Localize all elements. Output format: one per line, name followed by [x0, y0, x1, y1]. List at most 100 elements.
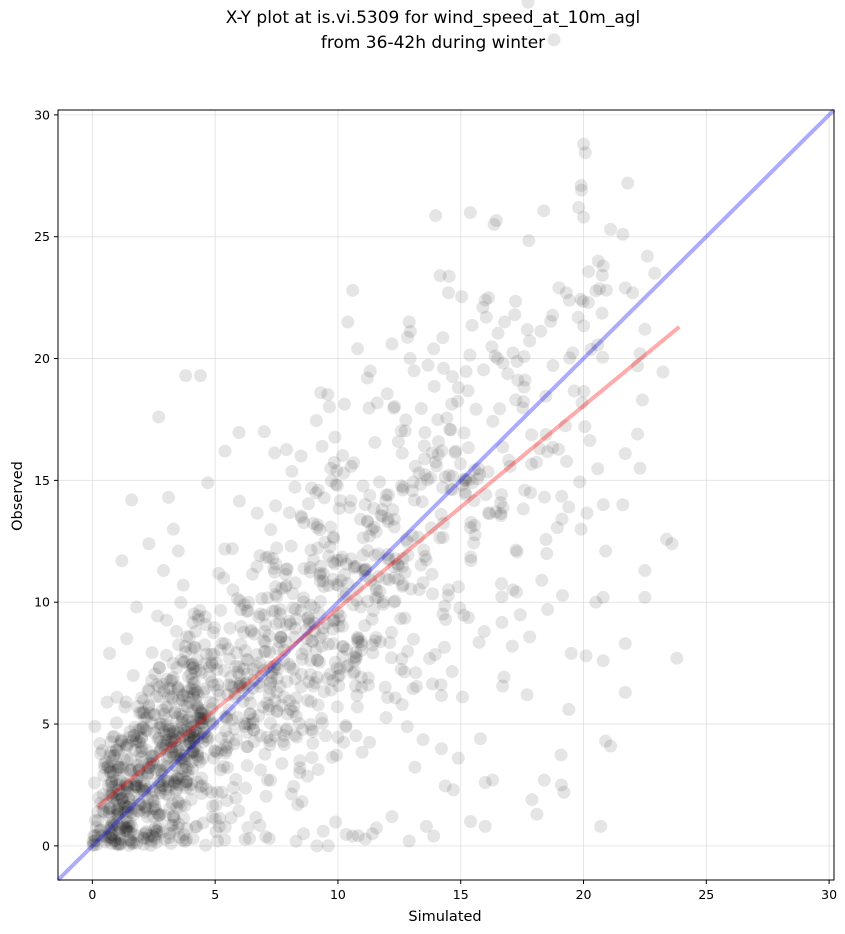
scatter-point [304, 723, 318, 737]
scatter-point [194, 706, 208, 720]
scatter-point [260, 591, 274, 605]
scatter-point [167, 824, 181, 838]
scatter-point [214, 603, 228, 617]
scatter-point [165, 673, 179, 687]
scatter-point [187, 734, 201, 748]
scatter-point [368, 435, 382, 449]
scatter-point [159, 728, 173, 742]
scatter-point [111, 744, 125, 758]
scatter-point [191, 750, 205, 764]
scatter-point [326, 622, 340, 636]
scatter-point [306, 736, 320, 750]
scatter-point [180, 775, 194, 789]
scatter-point [138, 780, 152, 794]
scatter-point [238, 719, 252, 733]
scatter-point [118, 700, 132, 714]
scatter-point [120, 779, 134, 793]
scatter-point [576, 294, 590, 308]
scatter-point [279, 562, 293, 576]
scatter-point [168, 775, 182, 789]
scatter-point [249, 811, 263, 825]
scatter-point [168, 813, 182, 827]
scatter-point [224, 679, 238, 693]
scatter-point [100, 760, 114, 774]
scatter-point [283, 657, 297, 671]
scatter-point [115, 733, 129, 747]
scatter-point [580, 506, 594, 520]
scatter-point [306, 553, 320, 567]
scatter-point [256, 700, 270, 714]
scatter-point [389, 552, 403, 566]
scatter-point [433, 531, 447, 545]
scatter-point [163, 722, 177, 736]
scatter-point [187, 688, 201, 702]
scatter-point [189, 665, 203, 679]
scatter-point [326, 674, 340, 688]
scatter-point [167, 810, 181, 824]
scatter-point [186, 661, 200, 675]
scatter-point [638, 322, 652, 336]
scatter-point [406, 475, 420, 489]
scatter-point [182, 735, 196, 749]
scatter-point [412, 466, 426, 480]
scatter-point [253, 679, 267, 693]
scatter-point [166, 722, 180, 736]
scatter-point [129, 774, 143, 788]
scatter-point [119, 777, 133, 791]
scatter-point [172, 693, 186, 707]
scatter-point [488, 349, 502, 363]
scatter-point [171, 726, 185, 740]
x-tick-label: 0 [88, 887, 96, 902]
scatter-point [195, 731, 209, 745]
scatter-point [227, 737, 241, 751]
scatter-point [430, 459, 444, 473]
scatter-point [395, 579, 409, 593]
scatter-point [382, 552, 396, 566]
scatter-point [329, 477, 343, 491]
scatter-point [211, 678, 225, 692]
scatter-point [250, 648, 264, 662]
scatter-point [265, 665, 279, 679]
scatter-point [105, 827, 119, 841]
scatter-point [152, 661, 166, 675]
scatter-point [349, 729, 363, 743]
scatter-point [459, 472, 473, 486]
scatter-point [110, 794, 124, 808]
scatter-point [172, 638, 186, 652]
scatter-point [300, 632, 314, 646]
scatter-point [145, 829, 159, 843]
scatter-point [236, 681, 250, 695]
scatter-point [175, 769, 189, 783]
scatter-point [141, 810, 155, 824]
scatter-point [252, 709, 266, 723]
scatter-point [140, 803, 154, 817]
scatter-point [181, 713, 195, 727]
scatter-point [471, 472, 485, 486]
scatter-point [232, 494, 246, 508]
scatter-point [451, 580, 465, 594]
scatter-point [555, 588, 569, 602]
scatter-point [371, 590, 385, 604]
scatter-point [178, 738, 192, 752]
scatter-point [107, 729, 121, 743]
scatter-point [508, 308, 522, 322]
scatter-point [241, 688, 255, 702]
scatter-point [137, 832, 151, 846]
scatter-point [314, 711, 328, 725]
scatter-point [333, 668, 347, 682]
scatter-point [350, 633, 364, 647]
scatter-point [208, 744, 222, 758]
scatter-point [524, 486, 538, 500]
scatter-point [415, 495, 429, 509]
scatter-point [520, 688, 534, 702]
scatter-point [157, 763, 171, 777]
scatter-point [297, 591, 311, 605]
scatter-point [334, 574, 348, 588]
scatter-point [142, 698, 156, 712]
scatter-point [185, 657, 199, 671]
scatter-point [218, 444, 232, 458]
scatter-point [268, 694, 282, 708]
scatter-point [339, 720, 353, 734]
scatter-point [194, 711, 208, 725]
scatter-point [489, 214, 503, 228]
